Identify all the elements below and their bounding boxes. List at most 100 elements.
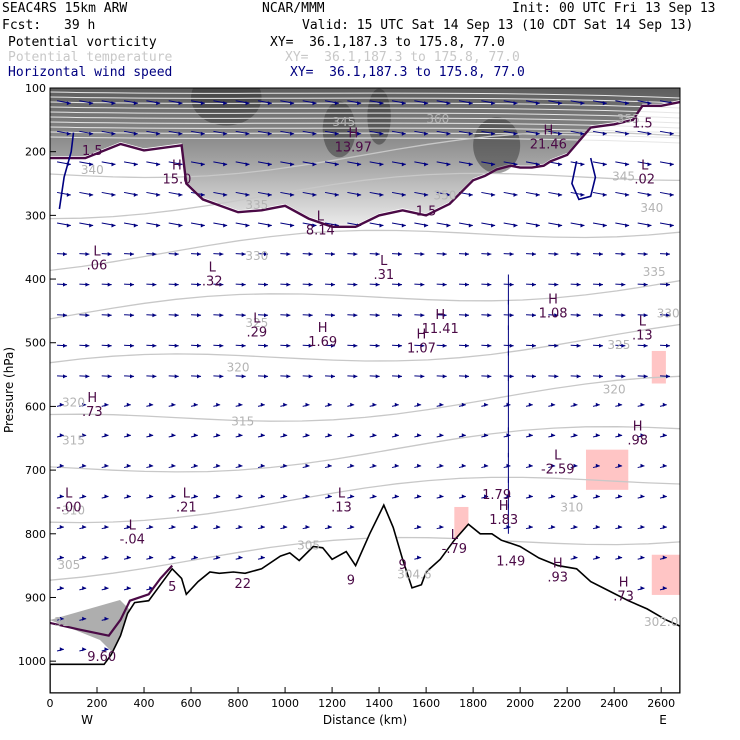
wind-arrow-head [312,131,317,136]
wind-arrow-head [327,433,332,438]
wind-arrow-head [152,343,157,348]
wind-arrow-head [149,463,154,468]
wind-arrow-head [573,555,578,560]
wind-arrow-head [662,494,667,499]
wind-arrow-head [595,402,600,407]
x-tick-label: 2000 [506,697,534,710]
wind-arrow-head [379,101,384,106]
wind-arrow-head [618,402,623,407]
wind-arrow-head [171,463,176,468]
wind-arrow-head [63,282,67,287]
y-axis-label: Pressure (hPa) [2,347,16,433]
wind-arrow-head [111,131,116,136]
wind-arrow-head [59,433,64,438]
wind-arrow-head [643,282,648,287]
theta-label: 355 [617,112,640,126]
wind-arrow-head [331,374,335,379]
pv-extremum-value: 1.5 [82,144,103,159]
wind-arrow-head [197,313,201,318]
pv-shade-lowlevel [50,600,130,660]
pv-extremum-type: L [338,487,346,502]
wind-arrow-head [264,313,268,318]
wind-arrow-head [327,525,332,529]
wind-arrow-head [394,402,399,407]
wind-arrow-head [618,433,623,438]
pv-extremum-value: 1.83 [489,513,518,528]
wind-arrow-head [178,101,183,106]
field-name-pv: Potential vorticity [8,35,157,50]
wind-arrow-head [509,282,514,287]
pv-extremum-value: 9 [398,558,406,573]
pv-extremum: 9.60 [87,650,116,665]
wind-arrow-head [174,252,179,257]
pv-extremum-value: .93 [547,571,568,586]
wind-arrow-head [595,555,600,560]
x-tick-label: 1400 [365,697,393,710]
pv-extremum: H.73 [82,391,103,420]
wind-arrow-head [312,101,317,106]
wind-arrow-head [643,252,648,257]
wind-arrow-head [107,374,112,379]
pv-extremum-type: H [619,576,629,591]
wind-arrow-head [424,131,429,136]
x-tick-label: 2600 [647,697,675,710]
pv-extremum-type: L [554,448,562,463]
wind-arrow-head [618,555,623,560]
wind-arrow-head [439,463,444,468]
wind-arrow-head [174,343,179,348]
wind-arrow-head [666,282,670,287]
wind-arrow-head [465,343,469,348]
center-title: NCAR/MMM [262,1,325,16]
wind-arrow-head [357,192,362,197]
pv-extremum-type: H [499,499,509,514]
theta-contour [50,172,680,220]
wind-arrow-head [241,252,246,257]
wind-arrow-head [126,525,131,529]
wind-arrow-head [308,374,313,379]
theta-label: 325 [245,316,268,330]
wind-arrow-head [535,223,540,228]
wind-arrow-head [152,313,157,318]
pv-extremum-type: L [253,311,261,326]
wind-arrow-head [260,555,265,560]
pv-extremum-type: H [417,327,427,342]
wind-arrow-head [219,252,224,257]
pv-extremum-type: L [639,315,647,330]
wind-arrow-head [487,252,492,257]
y-tick-label: 500 [25,337,46,350]
wind-arrow-head [66,223,71,228]
wind-arrow-head [640,463,645,468]
wind-arrow-head [417,402,422,407]
wind-arrow-head [372,494,377,499]
wind-arrow-head [238,402,243,407]
wind-arrow-head [331,282,335,287]
wind-arrow-head [439,402,444,407]
wind-arrow-head [647,162,652,167]
upper-isentrope [50,121,680,129]
wind-arrow-head [283,402,288,407]
wind-arrow-head [82,494,87,499]
wind-arrow-head [327,463,332,468]
wind-arrow-head [372,402,377,407]
wind-arrow-head [174,313,179,318]
wind-arrow-head [487,282,492,287]
wind-arrow-head [491,101,496,106]
wind-arrow-head [640,494,645,499]
wind-arrow-head [465,374,469,379]
pv-extremum-value: .02 [634,173,655,188]
wind-arrow-head [149,402,154,407]
wind-arrow-head [461,494,466,499]
wind-arrow-head [223,162,228,167]
wind-arrow-head [662,525,667,529]
wind-arrow-head [468,223,473,228]
wind-arrow-head [666,313,670,318]
wind-arrow-head [372,463,377,468]
wind-arrow-head [353,252,358,257]
wind-arrow-head [487,313,492,318]
wind-arrow-head [312,223,317,228]
wind-arrow-head [197,374,201,379]
pv-extremum: L.29 [247,311,268,340]
wind-arrow-head [312,192,317,197]
x-tick-label: 1000 [271,697,299,710]
wind-arrow-head [353,313,358,318]
